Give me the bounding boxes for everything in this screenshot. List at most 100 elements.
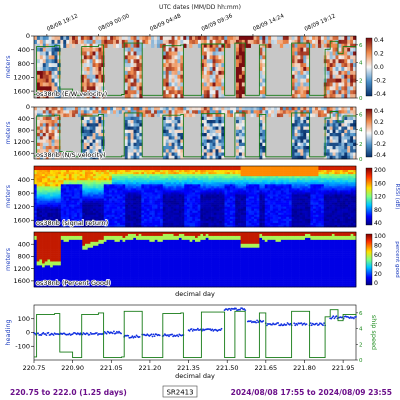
heatmap-cell xyxy=(127,218,131,222)
heatmap-cell xyxy=(86,55,90,60)
heatmap-cell xyxy=(209,70,213,76)
heatmap-cell xyxy=(174,136,178,140)
heatmap-cell xyxy=(52,178,56,181)
heatmap-cell xyxy=(135,168,139,171)
heatmap-cell xyxy=(98,206,102,209)
heatmap-cell xyxy=(176,190,180,193)
heatmap-cell xyxy=(136,120,140,124)
heatmap-cell xyxy=(95,216,99,220)
heatmap-cell xyxy=(173,172,177,175)
heatmap-cell xyxy=(300,70,304,76)
heatmap-cell xyxy=(162,210,166,214)
heatmap-cell xyxy=(127,200,131,203)
heatmap-cell xyxy=(149,200,153,203)
heatmap-cell xyxy=(92,47,96,52)
heatmap-cell xyxy=(71,174,75,177)
heatmap-cell xyxy=(176,192,180,195)
heatmap-cell xyxy=(168,186,172,189)
heatmap-cell xyxy=(139,43,143,48)
heatmap-cell xyxy=(203,47,208,52)
heatmap-cell xyxy=(93,168,97,171)
heatmap-cell xyxy=(90,224,94,228)
heatmap-cell xyxy=(347,113,351,118)
colorbar-tick: 0.4 xyxy=(374,108,384,115)
heatmap-cell xyxy=(42,192,46,195)
heatmap-cell xyxy=(135,182,139,185)
heatmap-cell xyxy=(278,178,282,181)
heatmap-cell xyxy=(114,194,118,197)
heatmap-cell xyxy=(235,212,239,216)
heatmap-cell xyxy=(48,36,52,41)
heatmap-cell xyxy=(45,43,49,48)
heatmap-cell xyxy=(344,78,348,83)
heatmap-cell xyxy=(54,155,58,160)
heatmap-cell xyxy=(206,149,210,153)
heatmap-cell xyxy=(270,202,274,205)
heatmap-cell xyxy=(127,110,131,114)
heatmap-cell xyxy=(139,120,143,124)
heatmap-cell xyxy=(300,155,304,160)
heatmap-cell xyxy=(203,55,208,60)
heatmap-cell xyxy=(235,172,239,175)
heatmap-cell xyxy=(171,116,175,121)
heatmap-cell xyxy=(44,190,48,193)
heatmap-cell xyxy=(87,216,91,220)
heatmap-cell xyxy=(251,166,255,169)
heatmap-cell xyxy=(47,190,51,193)
heatmap-cell xyxy=(51,126,55,131)
heatmap-cell xyxy=(200,39,205,45)
heatmap-cell xyxy=(171,39,175,45)
heatmap-cell xyxy=(173,198,177,201)
heatmap-cell xyxy=(341,113,345,118)
heatmap-cell xyxy=(174,70,178,76)
heatmap-cell xyxy=(262,123,266,127)
heatmap-cell xyxy=(213,208,217,212)
heatmap-cell xyxy=(300,133,304,137)
right-tick-label: 6 xyxy=(359,43,363,49)
heatmap-cell xyxy=(230,36,234,41)
heatmap-cell xyxy=(162,216,166,220)
heatmap-cell xyxy=(265,107,269,111)
heatmap-cell xyxy=(350,43,354,48)
heatmap-cell xyxy=(216,172,220,175)
heatmap-cell xyxy=(127,86,131,91)
heatmap-cell xyxy=(152,176,156,179)
heatmap-cell xyxy=(144,224,147,228)
heatmap-cell xyxy=(74,176,78,179)
heatmap-cell xyxy=(350,94,354,99)
heatmap-cell xyxy=(216,186,220,189)
heatmap-cell xyxy=(270,174,274,177)
heatmap-cell xyxy=(259,216,263,220)
heatmap-cell xyxy=(103,178,107,181)
heatmap-cell xyxy=(221,202,225,205)
heatmap-cell xyxy=(165,149,169,153)
heatmap-cell xyxy=(162,149,167,153)
heatmap-cell xyxy=(168,180,172,183)
heatmap-cell xyxy=(98,129,102,134)
heatmap-cell xyxy=(312,43,316,48)
heatmap-cell xyxy=(162,200,166,203)
heatmap-cell xyxy=(344,110,348,114)
heatmap-cell xyxy=(146,180,150,183)
heatmap-cell xyxy=(224,190,228,193)
heatmap-cell xyxy=(168,149,172,153)
heatmap-cell xyxy=(39,210,43,214)
heatmap-cell xyxy=(113,36,117,41)
heatmap-cell xyxy=(109,196,113,199)
heatmap-cell xyxy=(152,210,156,214)
heatmap-cell xyxy=(219,210,223,214)
heatmap-cell xyxy=(48,55,52,60)
heatmap-cell xyxy=(149,208,153,212)
heatmap-cell xyxy=(235,206,239,209)
heatmap-cell xyxy=(197,220,201,224)
heatmap-cell xyxy=(111,200,115,203)
y-tick-label: 400 xyxy=(18,46,30,54)
heatmap-cell xyxy=(165,200,169,203)
heatmap-cell xyxy=(130,63,134,68)
heatmap-cell xyxy=(181,214,185,218)
heatmap-cell xyxy=(52,190,56,193)
heatmap-cell xyxy=(51,55,55,60)
heatmap-cell xyxy=(211,180,215,183)
heatmap-cell xyxy=(294,133,298,137)
heatmap-cell xyxy=(95,43,99,48)
